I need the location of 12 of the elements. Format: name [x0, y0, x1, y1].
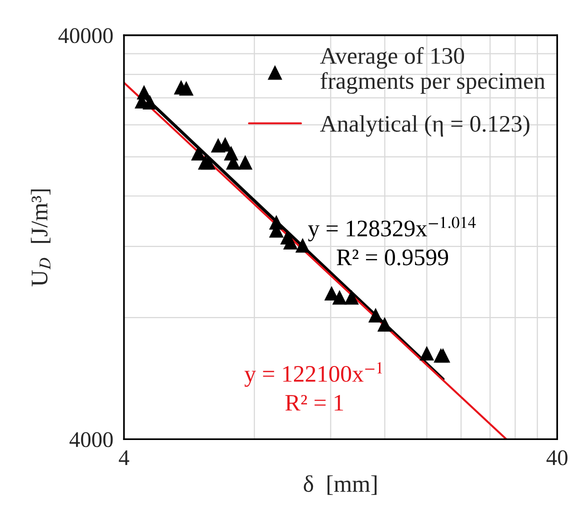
annotation: R² = 0.9599: [336, 249, 448, 266]
y-tick-label: 40000: [58, 28, 113, 44]
x-tick-label: 40: [546, 450, 568, 466]
x-axis-title: δ [mm]: [304, 475, 377, 495]
annotation: y = 128329x$^{−1.014}$: [308, 216, 476, 242]
y-axis-title: U$_{D}$ [J/m³]: [30, 189, 50, 286]
y-tick-label: 4000: [70, 432, 113, 448]
annotation: R² = 1: [285, 394, 344, 411]
x-tick-label: 4: [118, 450, 130, 466]
legend-label: Analytical (η = 0.123): [320, 115, 530, 137]
annotation: y = 122100x$^{−1}$: [244, 362, 382, 387]
legend-label: Average of 130 fragments per specimen: [320, 47, 546, 94]
